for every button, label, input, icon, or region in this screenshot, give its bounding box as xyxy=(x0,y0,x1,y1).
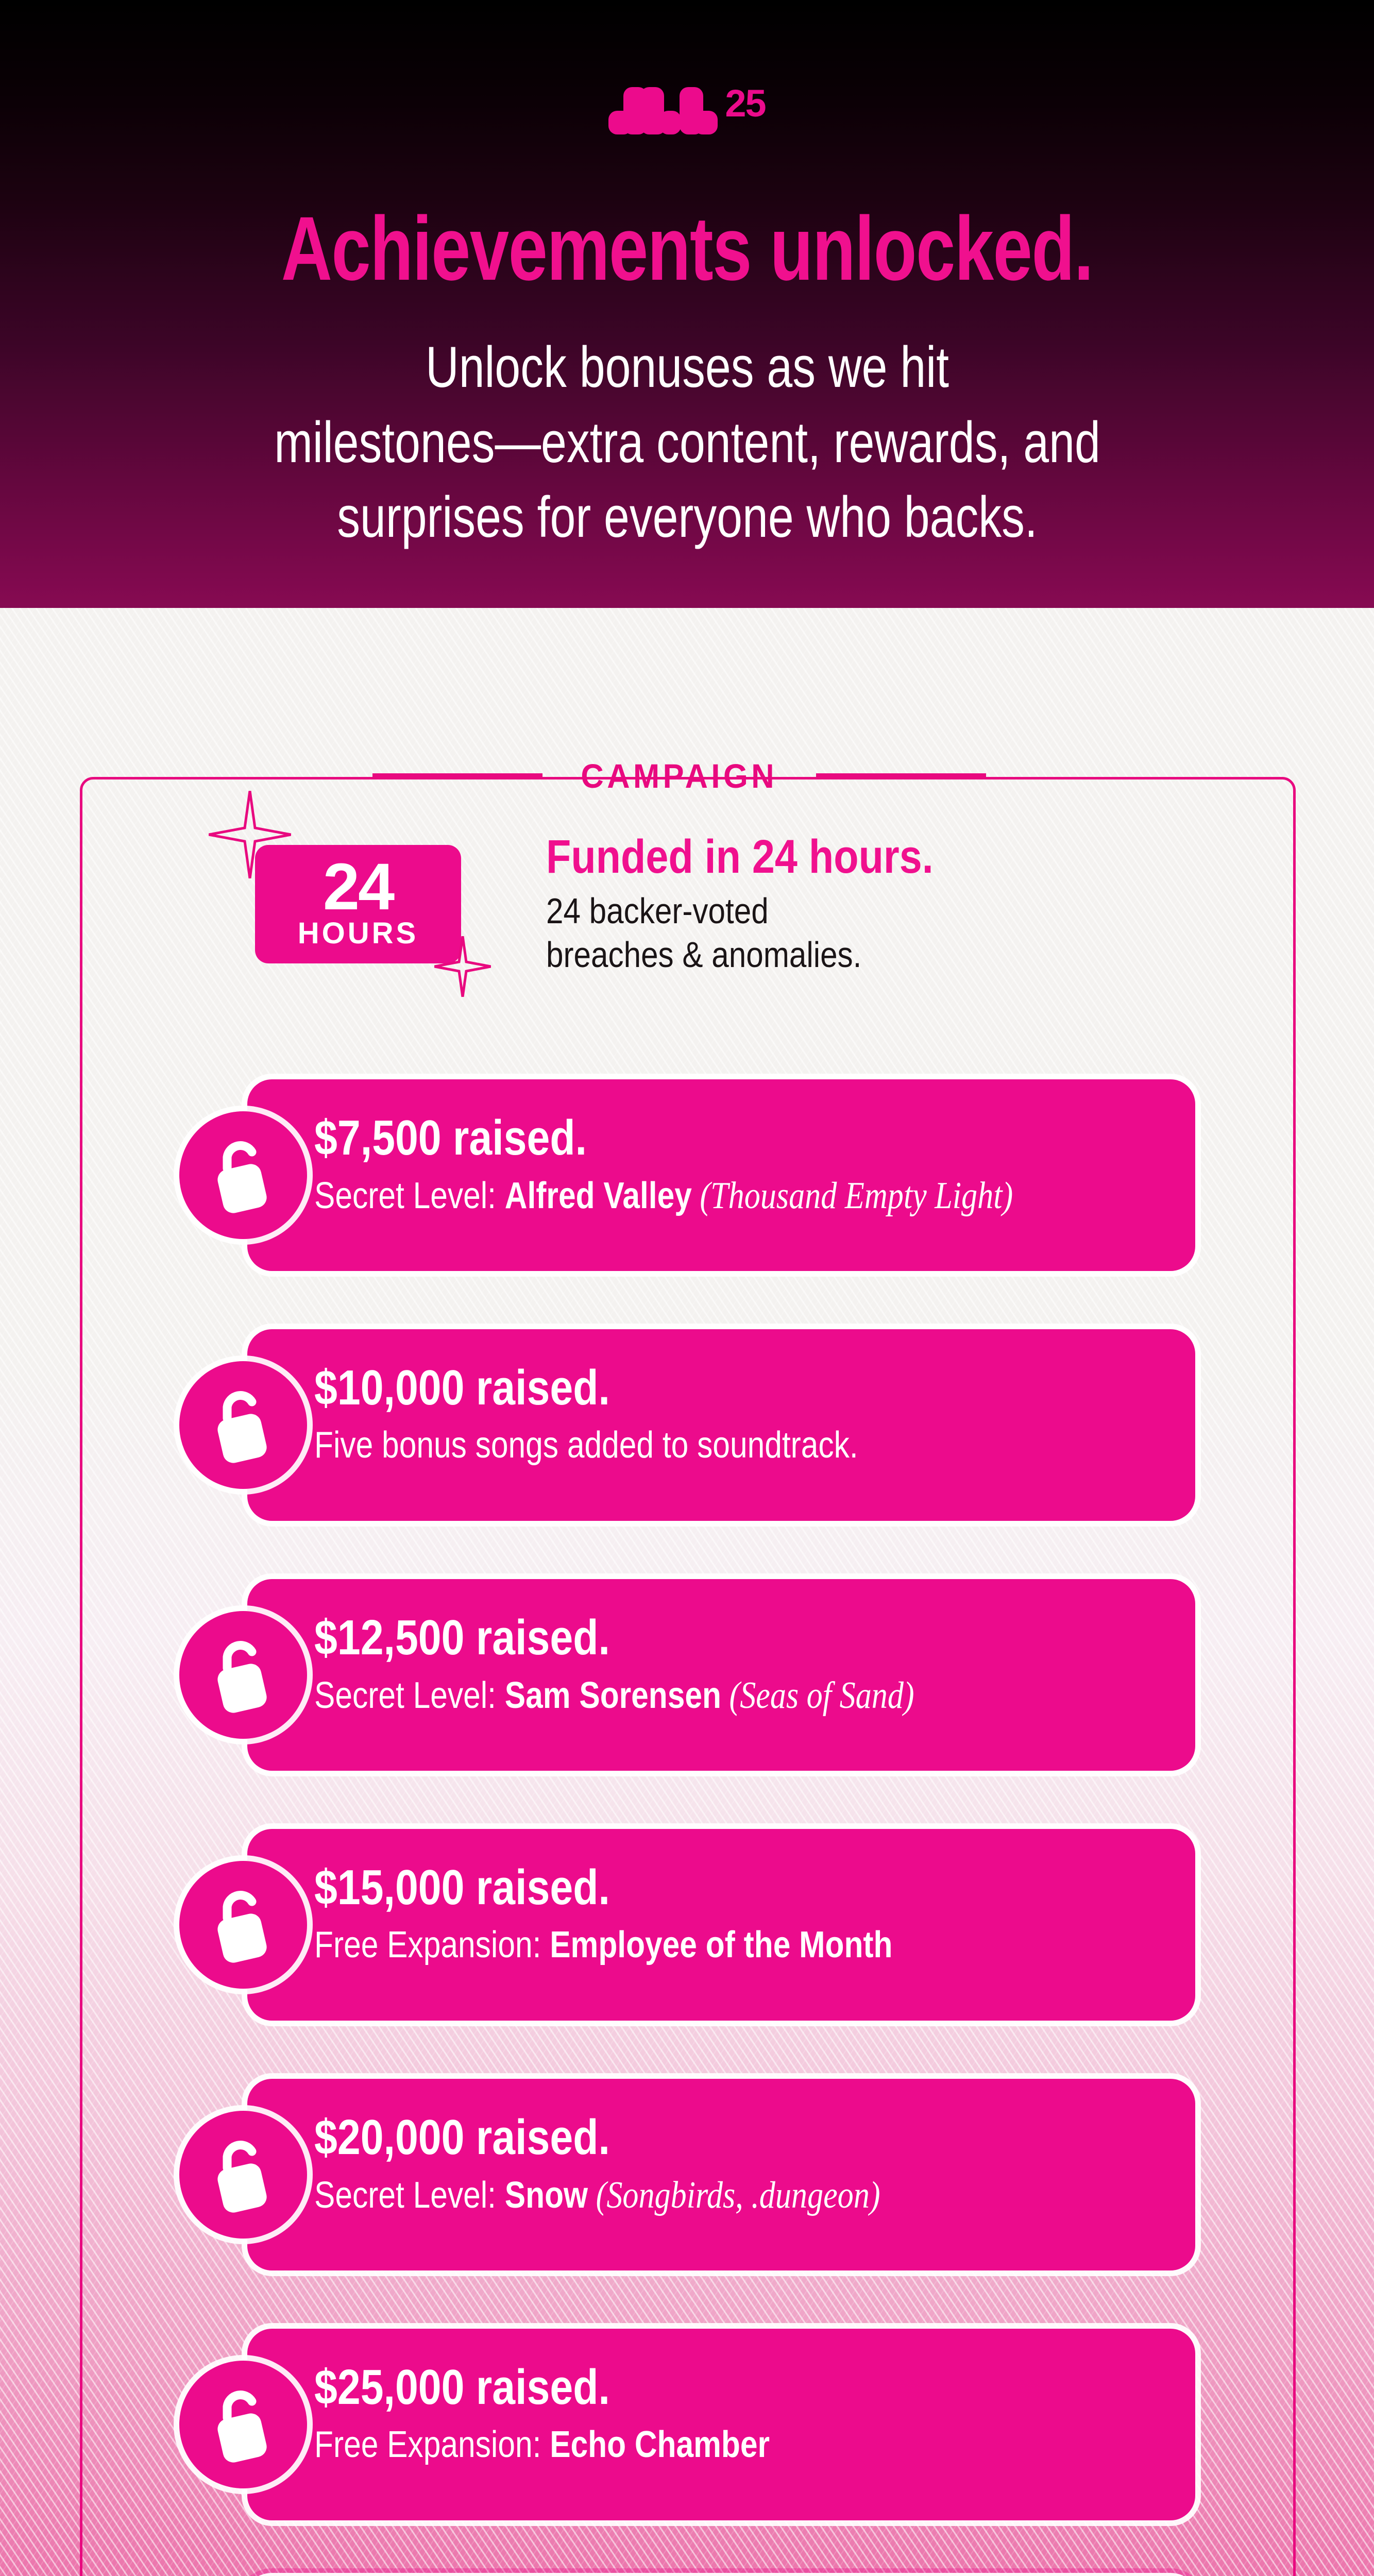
milestone-description-prefix: Secret Level: xyxy=(314,2174,505,2216)
funded-title: Funded in 24 hours. xyxy=(546,831,934,883)
campaign-logo-mark xyxy=(608,87,718,134)
milestone-bar xyxy=(247,2329,1195,2520)
subtitle-line-3: surprises for everyone who backs. xyxy=(336,485,1038,550)
funded-text: Funded in 24 hours. 24 backer-voted brea… xyxy=(546,832,1247,977)
milestone-description: Secret Level: Snow (Songbirds, .dungeon) xyxy=(314,2173,1050,2218)
section-eyebrow: CAMPAIGN xyxy=(0,756,1374,795)
logo: 25 xyxy=(0,77,1374,144)
milestone-bar xyxy=(247,2079,1195,2270)
hours-badge-unit: HOURS xyxy=(297,916,419,950)
milestone-description: Secret Level: Sam Sorensen (Seas of Sand… xyxy=(314,1673,1050,1719)
milestone-amount: $10,000 raised. xyxy=(314,1360,610,1415)
milestone-amount: $15,000 raised. xyxy=(314,1860,610,1915)
page-subtitle: Unlock bonuses as we hit milestones—extr… xyxy=(95,330,1280,555)
milestone-text: $25,000 raised. Free Expansion: Echo Cham… xyxy=(314,2362,1190,2467)
milestone-text: $10,000 raised. Five bonus songs added to… xyxy=(314,1362,1190,1467)
open-padlock-icon xyxy=(179,1861,307,1989)
subtitle-line-1: Unlock bonuses as we hit xyxy=(425,335,949,399)
milestone-row: $25,000 raised. Free Expansion: Echo Cham… xyxy=(0,2329,1374,2520)
header-banner: 25 Achievements unlocked. Unlock bonuses… xyxy=(0,0,1374,659)
milestone-amount: $20,000 raised. xyxy=(314,2110,610,2165)
milestone-row: $12,500 raised. Secret Level: Sam Sorense… xyxy=(0,1579,1374,1771)
open-padlock-icon xyxy=(179,1361,307,1489)
milestone-description: Free Expansion: Echo Chamber xyxy=(314,2422,1050,2467)
milestone-text: $7,500 raised. Secret Level: Alfred Valle… xyxy=(314,1112,1190,1219)
milestone-reward-note: (Thousand Empty Light) xyxy=(691,1174,1013,1217)
milestone-reward-name: Snow xyxy=(504,2174,588,2216)
milestone-description: Secret Level: Alfred Valley (Thousand Em… xyxy=(314,1173,1050,1219)
open-padlock-icon xyxy=(179,1611,307,1739)
milestone-reward-note: (Seas of Sand) xyxy=(721,1674,914,1717)
milestone-description-prefix: Five bonus songs added to soundtrack. xyxy=(314,1424,858,1466)
hours-badge: 24 HOURS xyxy=(255,845,461,963)
milestone-list: $7,500 raised. Secret Level: Alfred Valle… xyxy=(0,1079,1374,2576)
funded-subtitle: 24 backer-voted breaches & anomalies. xyxy=(546,889,1149,977)
milestone-row: $15,000 raised. Free Expansion: Employee … xyxy=(0,1829,1374,2021)
milestone-text: $12,500 raised. Secret Level: Sam Sorense… xyxy=(314,1612,1190,1719)
milestone-amount: $12,500 raised. xyxy=(314,1610,610,1665)
milestone-text: $15,000 raised. Free Expansion: Employee … xyxy=(314,1862,1190,1967)
funded-subtitle-line-1: 24 backer-voted xyxy=(546,890,769,931)
milestone-bar xyxy=(247,1329,1195,1521)
milestone-bar xyxy=(247,1079,1195,1271)
open-padlock-icon xyxy=(179,2361,307,2488)
page-title: Achievements unlocked. xyxy=(281,198,1094,299)
open-padlock-icon xyxy=(179,1111,307,1239)
hours-badge-number: 24 xyxy=(323,850,395,924)
milestone-description-prefix: Free Expansion: xyxy=(314,1924,550,1965)
milestone-reward-name: Alfred Valley xyxy=(504,1175,692,1216)
milestone-description-prefix: Secret Level: xyxy=(314,1674,505,1716)
funded-subtitle-line-2: breaches & anomalies. xyxy=(546,934,862,975)
milestone-description-prefix: Free Expansion: xyxy=(314,2424,550,2465)
milestone-reward-name: Sam Sorensen xyxy=(504,1674,721,1716)
milestone-bar xyxy=(247,1829,1195,2021)
milestone-row: $10,000 raised. Five bonus songs added to… xyxy=(0,1329,1374,1521)
milestone-reward-name: Echo Chamber xyxy=(550,2424,770,2465)
milestone-description: Five bonus songs added to soundtrack. xyxy=(314,1423,1050,1467)
open-padlock-icon xyxy=(179,2111,307,2239)
milestone-description: Free Expansion: Employee of the Month xyxy=(314,1923,1050,1967)
milestone-text: $20,000 raised. Secret Level: Snow (Songb… xyxy=(314,2112,1190,2218)
subtitle-line-2: milestones—extra content, rewards, and xyxy=(274,410,1100,474)
eyebrow-rule-left xyxy=(372,773,543,778)
milestone-amount: $7,500 raised. xyxy=(314,1110,587,1165)
eyebrow-rule-right xyxy=(816,773,986,778)
milestone-bar xyxy=(247,1579,1195,1771)
milestone-description-prefix: Secret Level: xyxy=(314,1175,505,1216)
milestone-row: $7,500 raised. Secret Level: Alfred Valle… xyxy=(0,1079,1374,1271)
milestone-amount: $25,000 raised. xyxy=(314,2360,610,2415)
milestone-reward-note: (Songbirds, .dungeon) xyxy=(588,2174,880,2216)
milestone-reward-name: Employee of the Month xyxy=(550,1924,893,1965)
logo-year-badge: 25 xyxy=(725,82,766,125)
eyebrow-label: CAMPAIGN xyxy=(581,757,778,795)
milestone-row: $20,000 raised. Secret Level: Snow (Songb… xyxy=(0,2079,1374,2270)
funded-in-24-hours-block: 24 HOURS Funded in 24 hours. 24 backer-v… xyxy=(209,791,1247,997)
